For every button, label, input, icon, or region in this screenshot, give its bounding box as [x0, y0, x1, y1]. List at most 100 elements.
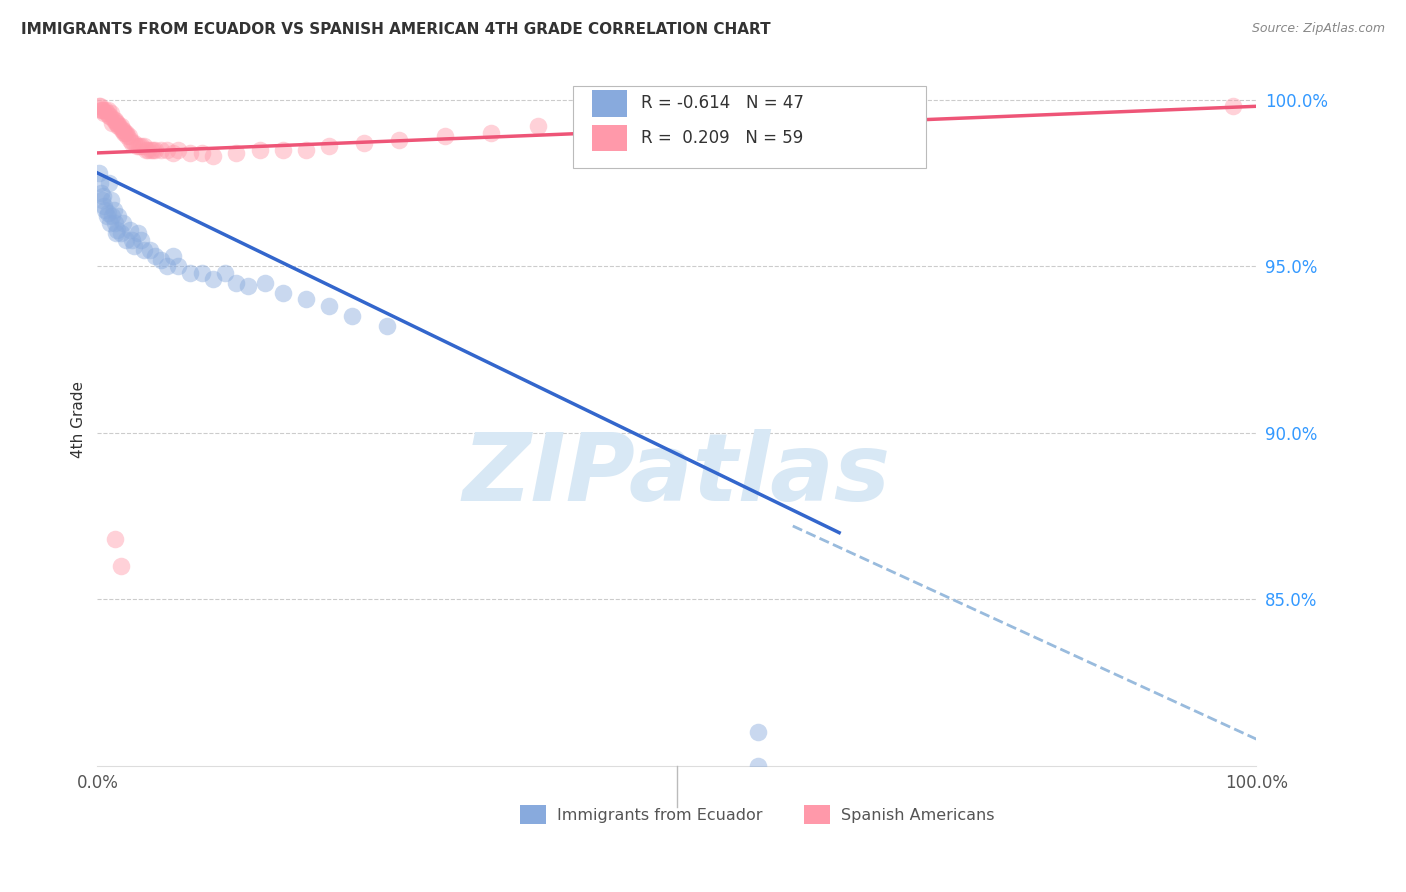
- Point: [104, 226, 127, 240]
- Point: [295, 293, 318, 307]
- Point: [249, 143, 271, 157]
- Point: [111, 216, 134, 230]
- Point: [94, 202, 117, 217]
- Point: [143, 143, 166, 157]
- Point: [117, 129, 139, 144]
- Point: [107, 120, 129, 134]
- Point: [139, 143, 162, 157]
- Point: [90, 186, 112, 200]
- FancyBboxPatch shape: [572, 87, 927, 168]
- Point: [107, 209, 129, 223]
- Point: [91, 103, 114, 117]
- Point: [105, 116, 128, 130]
- Point: [127, 226, 149, 240]
- Point: [118, 222, 141, 236]
- Point: [124, 136, 146, 150]
- Point: [128, 139, 150, 153]
- Point: [190, 145, 212, 160]
- Point: [150, 252, 173, 267]
- Text: Immigrants from Ecuador: Immigrants from Ecuador: [558, 808, 763, 823]
- Point: [190, 266, 212, 280]
- Point: [1222, 99, 1244, 113]
- Y-axis label: 4th Grade: 4th Grade: [72, 381, 86, 458]
- Text: Spanish Americans: Spanish Americans: [841, 808, 995, 823]
- Point: [125, 139, 148, 153]
- Point: [747, 725, 769, 739]
- Point: [100, 106, 122, 120]
- FancyBboxPatch shape: [804, 805, 830, 824]
- Point: [87, 166, 110, 180]
- Point: [104, 116, 127, 130]
- Text: R = -0.614   N = 47: R = -0.614 N = 47: [641, 95, 804, 112]
- Point: [142, 143, 165, 157]
- Point: [115, 126, 138, 140]
- Point: [375, 319, 398, 334]
- Point: [271, 143, 294, 157]
- Text: IMMIGRANTS FROM ECUADOR VS SPANISH AMERICAN 4TH GRADE CORRELATION CHART: IMMIGRANTS FROM ECUADOR VS SPANISH AMERI…: [21, 22, 770, 37]
- Point: [104, 112, 127, 127]
- FancyBboxPatch shape: [592, 90, 627, 117]
- Point: [89, 99, 111, 113]
- Point: [100, 193, 122, 207]
- Point: [619, 109, 641, 123]
- Point: [96, 106, 118, 120]
- Point: [167, 143, 190, 157]
- Point: [91, 103, 114, 117]
- Point: [87, 99, 110, 113]
- Point: [90, 103, 112, 117]
- Point: [225, 145, 247, 160]
- FancyBboxPatch shape: [592, 125, 627, 151]
- Point: [97, 176, 120, 190]
- Point: [103, 112, 125, 127]
- Point: [179, 145, 201, 160]
- Text: ZIPatlas: ZIPatlas: [463, 429, 891, 521]
- Point: [526, 120, 548, 134]
- Point: [131, 233, 153, 247]
- Point: [481, 126, 503, 140]
- Point: [108, 120, 131, 134]
- Point: [111, 122, 134, 136]
- Point: [124, 239, 146, 253]
- Point: [98, 216, 121, 230]
- Point: [353, 136, 375, 150]
- Point: [111, 122, 134, 136]
- Point: [254, 276, 277, 290]
- Point: [318, 299, 340, 313]
- Point: [121, 233, 143, 247]
- Point: [318, 139, 340, 153]
- Point: [202, 149, 225, 163]
- Point: [89, 176, 111, 190]
- Point: [162, 145, 184, 160]
- Point: [138, 243, 160, 257]
- Point: [101, 116, 124, 130]
- Point: [105, 222, 128, 236]
- Point: [271, 285, 294, 300]
- Point: [110, 226, 132, 240]
- FancyBboxPatch shape: [520, 805, 546, 824]
- Point: [101, 209, 124, 223]
- Point: [295, 143, 318, 157]
- Point: [91, 189, 114, 203]
- Point: [96, 209, 118, 223]
- Point: [97, 206, 120, 220]
- Point: [179, 266, 201, 280]
- Text: R =  0.209   N = 59: R = 0.209 N = 59: [641, 128, 803, 147]
- Point: [132, 243, 155, 257]
- Point: [110, 120, 132, 134]
- Point: [103, 202, 125, 217]
- Point: [93, 106, 115, 120]
- Point: [115, 233, 138, 247]
- Point: [112, 126, 135, 140]
- Point: [747, 759, 769, 773]
- Point: [104, 216, 127, 230]
- Point: [214, 266, 236, 280]
- Point: [156, 259, 179, 273]
- Point: [135, 143, 157, 157]
- Point: [138, 143, 160, 157]
- Point: [114, 126, 136, 140]
- Point: [97, 109, 120, 123]
- Point: [132, 139, 155, 153]
- Point: [150, 143, 173, 157]
- Point: [118, 132, 141, 146]
- Point: [434, 129, 457, 144]
